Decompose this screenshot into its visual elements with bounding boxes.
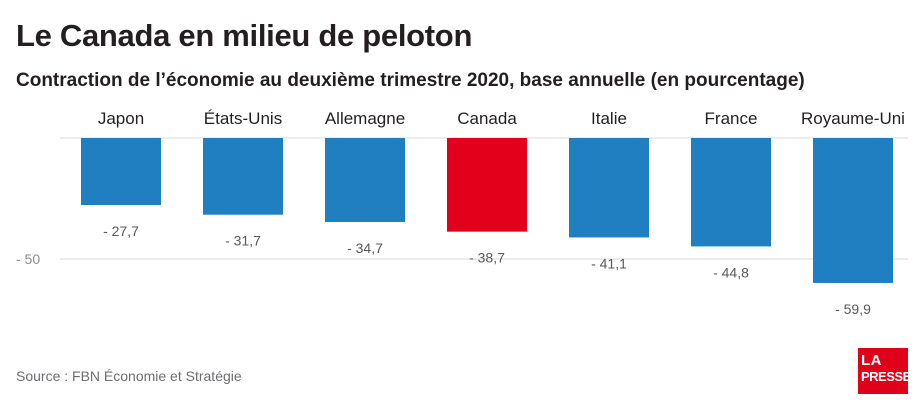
category-label: Canada	[457, 109, 517, 128]
category-label: Japon	[98, 109, 144, 128]
chart-subtitle: Contraction de l’économie au deuxième tr…	[16, 70, 805, 91]
category-label: États-Unis	[204, 109, 282, 128]
category-label: Royaume-Uni	[801, 109, 905, 128]
y-tick-label: - 50	[16, 251, 40, 267]
logo-line-1: LA	[861, 352, 882, 369]
page-title: Le Canada en milieu de peloton	[16, 18, 473, 53]
logo-line-2: PRESSE	[861, 369, 911, 384]
data-label: - 41,1	[591, 255, 627, 271]
data-label: - 31,7	[225, 233, 261, 249]
la-presse-logo: LA PRESSE	[858, 348, 911, 394]
source-note: Source : FBN Économie et Stratégie	[16, 368, 242, 384]
bar	[569, 138, 649, 238]
bar	[325, 138, 405, 222]
data-label: - 44,8	[713, 264, 749, 280]
data-label: - 38,7	[469, 250, 505, 266]
bar	[813, 138, 893, 283]
data-label: - 27,7	[103, 223, 139, 239]
bar	[203, 138, 283, 215]
category-label: France	[705, 109, 758, 128]
bar	[447, 138, 527, 232]
category-label: Allemagne	[325, 109, 405, 128]
bar	[691, 138, 771, 247]
bar	[81, 138, 161, 206]
category-label: Italie	[591, 109, 627, 128]
bar-chart: - 50 Japon - 27,7 États-Unis - 31,7 Allemagne…	[16, 109, 908, 317]
data-label: - 59,9	[835, 301, 871, 317]
data-label: - 34,7	[347, 240, 383, 256]
